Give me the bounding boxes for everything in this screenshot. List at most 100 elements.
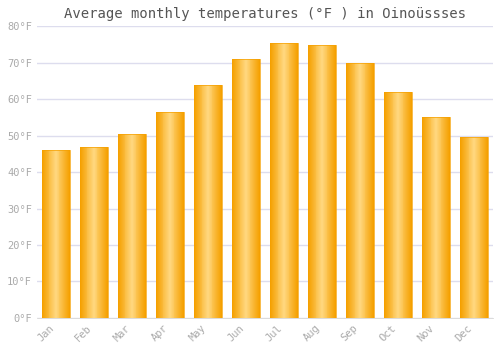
Bar (234, 59, 235, 318)
Bar (131, 134, 132, 318)
Bar (106, 147, 108, 318)
Bar (250, 59, 252, 318)
Bar (411, 92, 412, 318)
Bar (309, 44, 310, 318)
Bar (80, 147, 108, 318)
Bar (295, 43, 296, 318)
Bar (134, 134, 135, 318)
Bar (257, 59, 258, 318)
Bar (210, 85, 212, 318)
Bar (244, 59, 245, 318)
Bar (206, 85, 207, 318)
Bar (294, 43, 295, 318)
Bar (233, 59, 234, 318)
Bar (478, 138, 479, 318)
Bar (58, 150, 59, 318)
Bar (202, 85, 203, 318)
Bar (280, 43, 281, 318)
Bar (100, 147, 102, 318)
Bar (209, 85, 210, 318)
Bar (122, 134, 124, 318)
Bar (308, 44, 336, 318)
Bar (178, 112, 179, 318)
Bar (288, 43, 290, 318)
Bar (162, 112, 163, 318)
Bar (205, 85, 206, 318)
Bar (347, 63, 348, 318)
Bar (475, 138, 476, 318)
Bar (310, 44, 311, 318)
Bar (478, 138, 480, 318)
Bar (232, 59, 260, 318)
Bar (435, 117, 436, 318)
Bar (410, 92, 411, 318)
Bar (397, 92, 398, 318)
Bar (174, 112, 176, 318)
Bar (271, 43, 272, 318)
Title: Average monthly temperatures (°F ) in Oinoüssses: Average monthly temperatures (°F ) in Oi… (64, 7, 466, 21)
Bar (179, 112, 180, 318)
Bar (144, 134, 145, 318)
Bar (448, 117, 449, 318)
Bar (160, 112, 161, 318)
Bar (446, 117, 447, 318)
Bar (212, 85, 214, 318)
Bar (284, 43, 285, 318)
Bar (396, 92, 398, 318)
Bar (372, 63, 373, 318)
Bar (67, 150, 68, 318)
Bar (42, 150, 43, 318)
Bar (313, 44, 314, 318)
Bar (364, 63, 366, 318)
Bar (81, 147, 82, 318)
Bar (281, 43, 282, 318)
Bar (66, 150, 67, 318)
Bar (172, 112, 173, 318)
Bar (346, 63, 374, 318)
Bar (290, 43, 292, 318)
Bar (399, 92, 400, 318)
Bar (278, 43, 280, 318)
Bar (312, 44, 313, 318)
Bar (390, 92, 392, 318)
Bar (384, 92, 411, 318)
Bar (392, 92, 394, 318)
Bar (389, 92, 390, 318)
Bar (324, 44, 326, 318)
Bar (140, 134, 141, 318)
Bar (220, 85, 222, 318)
Bar (98, 147, 100, 318)
Bar (308, 44, 310, 318)
Bar (156, 112, 158, 318)
Bar (136, 134, 138, 318)
Bar (465, 138, 466, 318)
Bar (210, 85, 211, 318)
Bar (273, 43, 274, 318)
Bar (402, 92, 403, 318)
Bar (387, 92, 388, 318)
Bar (88, 147, 90, 318)
Bar (426, 117, 427, 318)
Bar (142, 134, 143, 318)
Bar (388, 92, 389, 318)
Bar (324, 44, 325, 318)
Bar (366, 63, 368, 318)
Bar (86, 147, 88, 318)
Bar (328, 44, 330, 318)
Bar (198, 85, 199, 318)
Bar (462, 138, 464, 318)
Bar (168, 112, 169, 318)
Bar (406, 92, 407, 318)
Bar (258, 59, 259, 318)
Bar (82, 147, 83, 318)
Bar (404, 92, 406, 318)
Bar (428, 117, 429, 318)
Bar (130, 134, 131, 318)
Bar (293, 43, 294, 318)
Bar (84, 147, 85, 318)
Bar (285, 43, 286, 318)
Bar (159, 112, 160, 318)
Bar (243, 59, 244, 318)
Bar (333, 44, 334, 318)
Bar (434, 117, 436, 318)
